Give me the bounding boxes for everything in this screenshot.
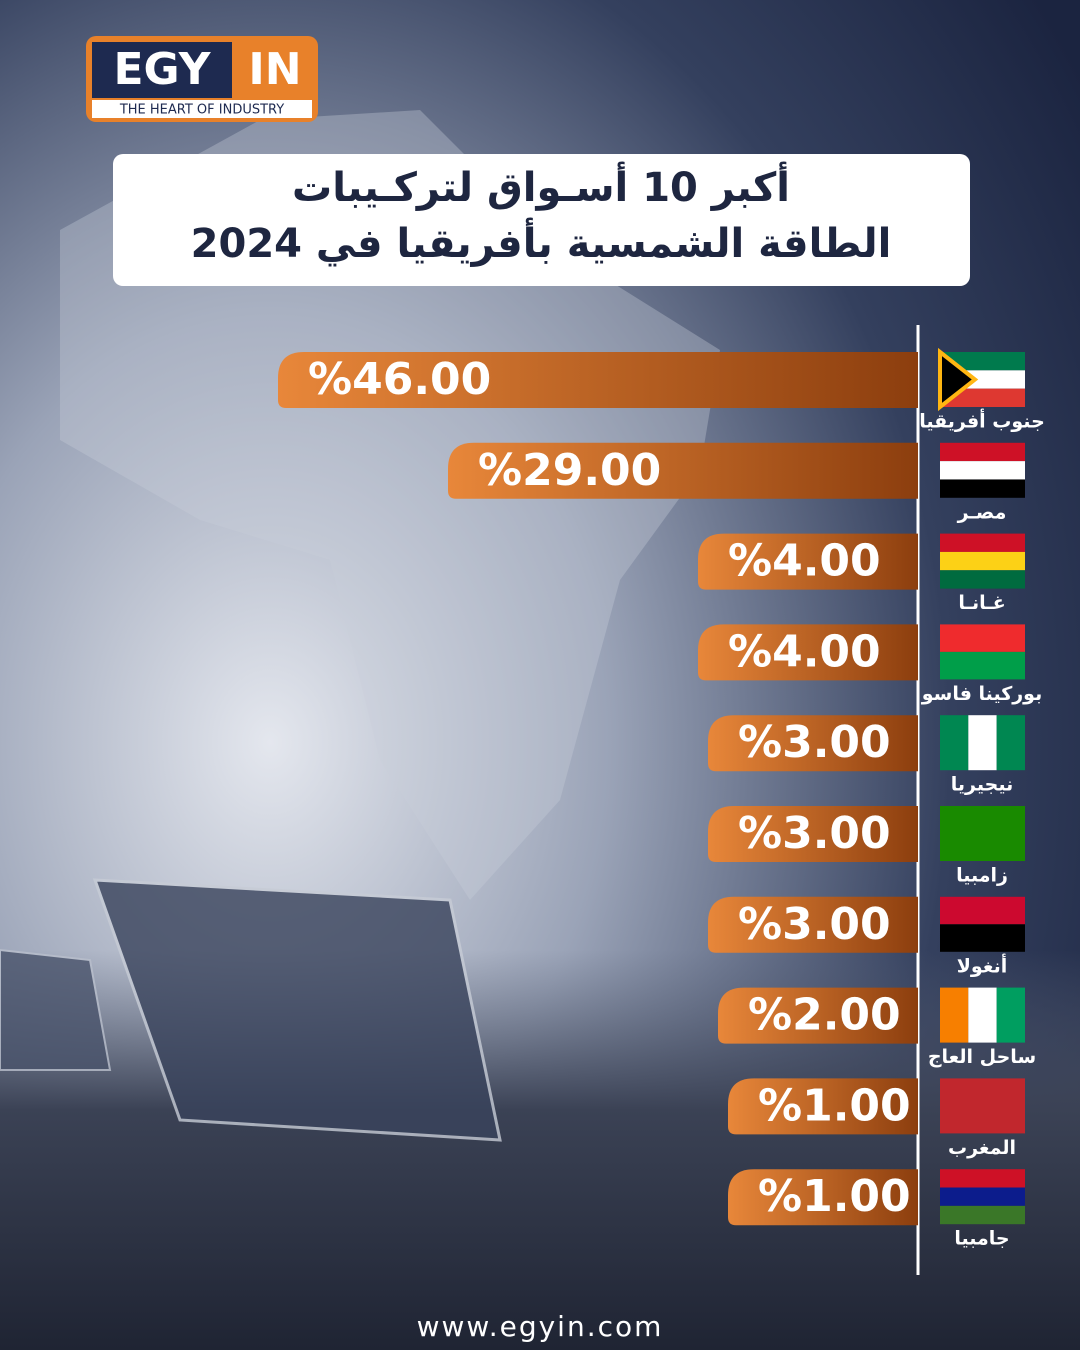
flag-stripe <box>940 1169 1025 1188</box>
flag-stripe <box>940 924 1025 952</box>
country-label: جامبيا <box>954 1228 1009 1250</box>
bar <box>698 533 918 590</box>
value-label: %3.00 <box>738 717 891 768</box>
flag-stripe <box>968 987 997 1043</box>
value-label: %3.00 <box>738 808 891 859</box>
flag-stripe <box>940 715 969 771</box>
flag-stripe <box>996 987 1025 1043</box>
flag-stripe <box>938 347 979 412</box>
website: www.egyin.com <box>417 1310 664 1343</box>
bar <box>718 987 918 1044</box>
logo: EGY IN THE HEART OF INDUSTRY <box>86 36 318 122</box>
bar <box>728 1169 918 1226</box>
flag-stripe <box>940 570 1025 589</box>
bar <box>708 896 918 953</box>
logo-left: EGY <box>113 44 211 95</box>
flag-stripe <box>940 1187 1025 1206</box>
country-label: مصـر <box>957 501 1007 523</box>
value-label: %3.00 <box>738 899 891 950</box>
chart-title: الطاقة الشمسية بأفريقيا في 2024 <box>191 217 892 267</box>
value-label: %1.00 <box>758 1080 911 1131</box>
value-label: %4.00 <box>728 536 881 587</box>
flag-stripe <box>940 987 969 1043</box>
bar <box>708 806 918 862</box>
bar <box>708 715 918 772</box>
country-label: جنوب أفريقيا <box>919 409 1045 433</box>
flag-stripe <box>940 551 1025 571</box>
chart-title: أكبر 10 أسـواق لتركـيبات <box>292 161 790 211</box>
value-label: %1.00 <box>758 1171 911 1222</box>
value-label: %4.00 <box>728 626 881 677</box>
flag-stripe <box>940 1205 1025 1225</box>
country-label: زامبيا <box>956 865 1008 887</box>
flag-stripe <box>940 479 1025 498</box>
value-label: %29.00 <box>478 445 661 496</box>
bar <box>278 352 918 408</box>
country-label: أنغولا <box>957 953 1007 977</box>
flag-stripe <box>940 1078 1025 1134</box>
flag-stripe <box>940 442 1025 462</box>
country-label: المغرب <box>948 1137 1016 1159</box>
flag-stripe <box>996 715 1025 771</box>
country-label: بوركينا فاسو <box>921 683 1042 705</box>
flag-stripe <box>968 715 997 771</box>
africa-map <box>60 110 720 900</box>
solar-panel <box>0 878 502 1142</box>
bars: %46.00 جنوب أفريقيا %29.00 مصـر %4.00 غـانـا%… <box>278 347 1045 1250</box>
flag-stripe <box>940 896 1025 925</box>
flag-stripe <box>940 806 1025 861</box>
country-label: ساحل العاج <box>928 1046 1036 1068</box>
value-label: %2.00 <box>748 990 901 1041</box>
value-label: %46.00 <box>308 354 491 405</box>
logo-right: IN <box>248 44 301 95</box>
logo-tagline: THE HEART OF INDUSTRY <box>119 103 284 118</box>
flag-stripe <box>940 352 1025 371</box>
flag-stripe <box>940 461 1025 480</box>
country-label: نيجيريا <box>951 774 1013 796</box>
bar <box>728 1078 918 1135</box>
flag-stripe <box>940 533 1025 552</box>
flag-stripe <box>940 651 1025 680</box>
title-box <box>113 154 970 286</box>
bar <box>698 624 918 681</box>
flag-stripe <box>940 624 1025 652</box>
bar <box>448 442 918 499</box>
country-label: غـانـا <box>958 592 1005 614</box>
flag-stripe <box>940 388 1025 407</box>
